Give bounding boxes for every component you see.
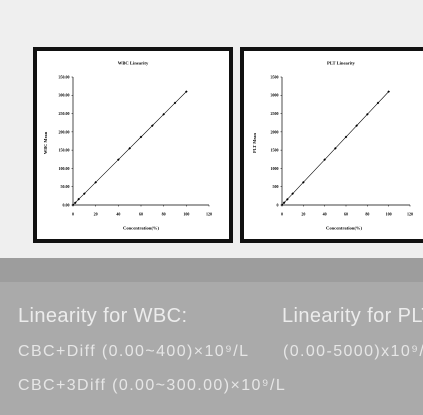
wbc-data-point bbox=[185, 90, 188, 93]
plt-data-point bbox=[323, 158, 326, 161]
wbc-linearity-chart: WBC Linearity 0.00 50.00 100.00 150.00 200.00… bbox=[43, 61, 212, 231]
wbc-y-tick-label: 0.00 bbox=[63, 202, 70, 207]
plt-linearity-chart: PLT Linearity050010001500200025003000350… bbox=[252, 61, 413, 231]
plt-x-tick-label: 60 bbox=[344, 212, 348, 217]
wbc-range-cbc-diff: CBC+Diff (0.00~400)×10⁹/L bbox=[18, 343, 250, 360]
wbc-y-tick-label: 50.00 bbox=[61, 184, 70, 189]
wbc-linearity-heading: Linearity for WBC: bbox=[18, 305, 188, 327]
plt-x-tick-label: 100 bbox=[386, 212, 392, 217]
wbc-y-tick-label: 350.00 bbox=[59, 74, 70, 79]
plt-data-point bbox=[291, 192, 294, 195]
plt-x-tick-label: 80 bbox=[365, 212, 369, 217]
wbc-data-point bbox=[73, 201, 77, 205]
plt-data-point bbox=[344, 135, 348, 139]
wbc-x-tick-label: 0 bbox=[72, 212, 74, 217]
wbc-x-tick-label: 60 bbox=[139, 212, 143, 217]
wbc-data-point bbox=[173, 101, 177, 105]
plt-x-tick-label: 120 bbox=[407, 212, 413, 217]
plt-y-tick-label: 3000 bbox=[271, 93, 279, 98]
wbc-linearity-figure: WBC Linearity 0.00 50.00 100.00 150.00 200.00… bbox=[33, 47, 233, 243]
plt-y-tick-label: 1500 bbox=[271, 148, 279, 153]
plt-linearity-figure: PLT Linearity 0 500 1000 1500 2000 2500 3000 350… bbox=[240, 47, 423, 243]
plt-y-tick-label: 3500 bbox=[271, 74, 279, 79]
wbc-x-axis-label: Concentration(%) bbox=[123, 226, 159, 231]
wbc-data-point bbox=[117, 158, 120, 161]
plt-linearity-heading: Linearity for PLT bbox=[282, 306, 423, 326]
wbc-y-tick-label: 250.00 bbox=[59, 111, 70, 116]
plt-data-point bbox=[387, 90, 390, 93]
plt-data-point bbox=[280, 203, 284, 207]
wbc-data-point bbox=[94, 181, 97, 184]
wbc-chart-title: WBC Linearity bbox=[118, 61, 149, 66]
wbc-x-tick-label: 20 bbox=[94, 212, 98, 217]
plt-x-axis-label: Concentration(%) bbox=[326, 226, 362, 231]
plt-y-tick-label: 500 bbox=[273, 184, 279, 189]
wbc-data-point bbox=[139, 135, 143, 139]
plt-y-tick-label: 0 bbox=[277, 202, 279, 207]
wbc-x-tick-label: 40 bbox=[116, 212, 120, 217]
specs-section: Linearity for WBC: CBC+Diff (0.00~400)×1… bbox=[0, 282, 423, 415]
wbc-y-tick-label: 200.00 bbox=[59, 129, 70, 134]
wbc-y-axis-label: WBC Mean bbox=[43, 131, 48, 154]
plt-data-point bbox=[376, 101, 380, 105]
plt-range: (0.00-5000)x10⁹/L bbox=[283, 344, 423, 360]
wbc-y-tick-label: 100.00 bbox=[59, 166, 70, 171]
wbc-data-point bbox=[77, 197, 80, 201]
plt-x-tick-label: 0 bbox=[281, 212, 283, 217]
plt-x-tick-label: 40 bbox=[323, 212, 327, 217]
wbc-range-cbc-3diff: CBC+3Diff (0.00~300.00)×10⁹/L bbox=[18, 377, 287, 394]
plt-y-tick-label: 2000 bbox=[271, 129, 279, 134]
plt-x-tick-label: 20 bbox=[301, 212, 305, 217]
plt-data-point bbox=[282, 201, 286, 205]
plt-chart-title: PLT Linearity bbox=[327, 61, 356, 66]
wbc-x-tick-label: 120 bbox=[206, 212, 212, 217]
wbc-data-point bbox=[71, 203, 75, 207]
plt-y-axis-label: PLT Mean bbox=[252, 133, 257, 153]
wbc-data-point bbox=[83, 192, 86, 195]
wbc-y-tick-label: 150.00 bbox=[59, 148, 70, 153]
figures-section: WBC Linearity 0.00 50.00 100.00 150.00 200.00… bbox=[33, 47, 423, 243]
wbc-x-tick-label: 100 bbox=[183, 212, 189, 217]
plt-y-tick-label: 2500 bbox=[271, 111, 279, 116]
wbc-x-tick-label: 80 bbox=[162, 212, 166, 217]
divider-band bbox=[0, 258, 423, 282]
plt-y-tick-label: 1000 bbox=[271, 166, 279, 171]
wbc-y-tick-label: 300.00 bbox=[59, 93, 70, 98]
